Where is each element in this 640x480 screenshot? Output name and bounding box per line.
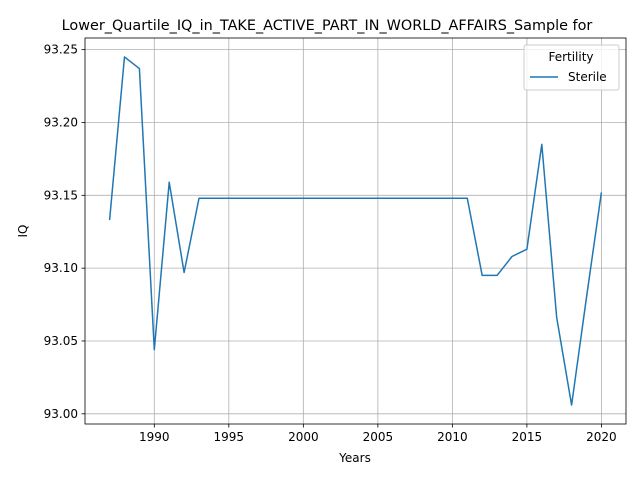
series-line-sterile	[108, 56, 603, 406]
series-layer	[108, 56, 603, 406]
y-tick-label: 93.20	[44, 115, 78, 129]
plot-frame	[84, 37, 627, 425]
y-tick-label: 93.00	[44, 407, 78, 421]
x-axis-label: Years	[338, 451, 371, 465]
y-tick-label: 93.10	[44, 261, 78, 275]
y-tick-label: 93.15	[44, 188, 78, 202]
x-axis: 1990 1995 2000 2005 2010 2015 2020	[139, 424, 617, 444]
legend: Fertility Sterile	[523, 44, 620, 91]
y-axis: 93.00 93.05 93.10 93.15 93.20 93.25	[44, 43, 85, 421]
y-tick-label: 93.25	[44, 43, 78, 57]
x-tick-label: 1995	[214, 430, 245, 444]
x-tick-label: 1990	[139, 430, 170, 444]
x-tick-label: 2000	[288, 430, 319, 444]
grid-lines	[85, 38, 626, 424]
x-tick-label: 2015	[512, 430, 543, 444]
y-tick-label: 93.05	[44, 334, 78, 348]
legend-title: Fertility	[548, 50, 593, 64]
x-tick-label: 2005	[363, 430, 394, 444]
x-tick-label: 2010	[437, 430, 468, 444]
legend-box	[523, 44, 620, 91]
chart-title: Lower_Quartile_IQ_in_TAKE_ACTIVE_PART_IN…	[62, 18, 593, 34]
legend-label-sterile: Sterile	[568, 70, 607, 84]
x-tick-label: 2020	[586, 430, 617, 444]
y-axis-label: IQ	[16, 225, 30, 238]
